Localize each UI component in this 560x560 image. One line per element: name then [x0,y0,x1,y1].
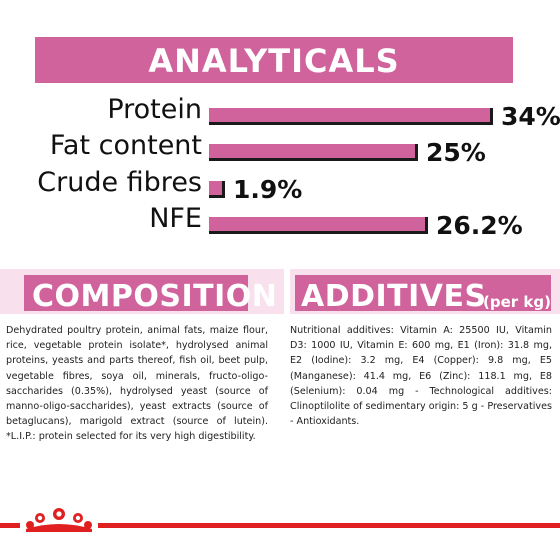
value-crude-fibres: 1.9% [233,175,303,204]
value-protein: 34% [501,102,560,131]
bar-fat-content [209,144,418,161]
page-title: ANALYTICALS CONSTITUENTS [130,42,418,118]
additives-banner: ADDITIVES (per kg) [295,275,551,314]
title-banner: ANALYTICALS CONSTITUENTS [35,37,513,118]
composition-banner: COMPOSITION [24,275,277,314]
composition-text: Dehydrated poultry protein, animal fats,… [6,325,268,443]
value-nfe: 26.2% [436,211,523,240]
label-crude-fibres: Crude fibres [37,167,202,198]
bar-crude-fibres [209,181,225,198]
label-protein: Protein [107,94,202,125]
composition-heading: COMPOSITION [32,279,278,314]
label-fat-content: Fat content [49,130,202,161]
additives-heading: ADDITIVES [301,279,487,314]
bar-nfe [209,217,428,234]
additives-unit: (per kg) [483,293,551,311]
label-nfe: NFE [149,203,202,234]
bar-protein [209,108,493,125]
footer-red-line [0,523,560,528]
additives-text: Nutritional additives: Vitamin A: 25500 … [290,325,552,428]
value-fat-content: 25% [426,138,486,167]
royal-canin-crown-icon [20,505,98,532]
